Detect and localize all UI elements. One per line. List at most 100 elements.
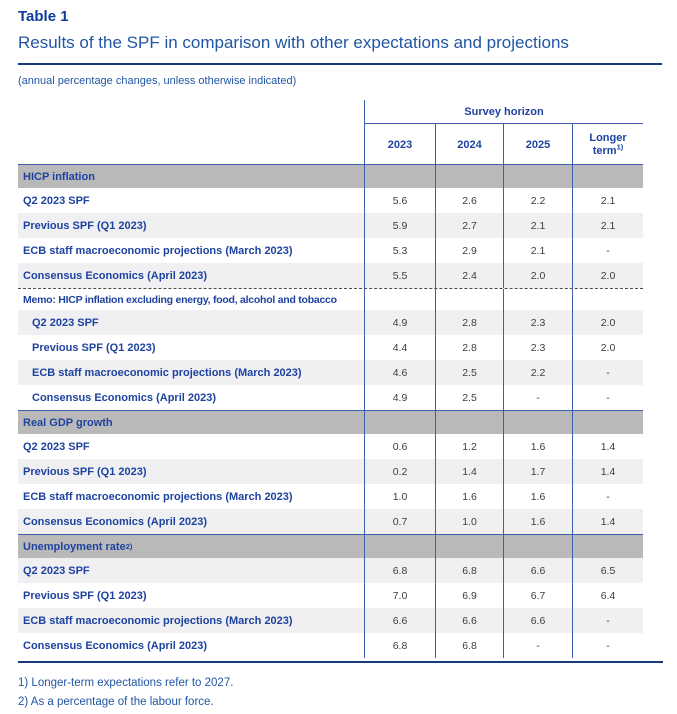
table-body: HICP inflation Q2 2023 SPF 5.6 2.6 2.2 2.1 Pre… xyxy=(18,164,643,658)
empty-cell xyxy=(435,165,503,188)
value-cell: 2.1 xyxy=(503,213,572,238)
row-label: Q2 2023 SPF xyxy=(23,194,90,207)
value-cell: 2.8 xyxy=(435,310,503,335)
value-cell: 2.0 xyxy=(572,263,643,288)
row-label: Previous SPF (Q1 2023) xyxy=(32,341,156,354)
column-header-row: 2023 2024 2025 Longer term1) xyxy=(18,124,643,164)
value-cell: 6.8 xyxy=(435,558,503,583)
value-cell: 6.8 xyxy=(364,633,435,658)
table-row: Previous SPF (Q1 2023) 4.4 2.8 2.3 2.0 xyxy=(18,335,643,360)
footnotes: 1) Longer-term expectations refer to 202… xyxy=(18,674,661,712)
memo-section-header: Memo: HICP inflation excluding energy, f… xyxy=(18,288,643,310)
empty-cell xyxy=(503,411,572,434)
table-row: ECB staff macroeconomic projections (Mar… xyxy=(18,360,643,385)
title-divider xyxy=(18,63,662,65)
value-cell: 6.6 xyxy=(503,558,572,583)
column-header-2024: 2024 xyxy=(435,124,503,164)
empty-cell xyxy=(572,289,643,310)
footnote-1: 1) Longer-term expectations refer to 202… xyxy=(18,677,234,689)
value-cell: 6.8 xyxy=(364,558,435,583)
table-row: ECB staff macroeconomic projections (Mar… xyxy=(18,608,643,633)
section-header: HICP inflation xyxy=(18,164,643,188)
table-row: Previous SPF (Q1 2023) 7.0 6.9 6.7 6.4 xyxy=(18,583,643,608)
value-cell: 1.4 xyxy=(435,459,503,484)
row-label: Q2 2023 SPF xyxy=(23,440,90,453)
value-cell: 6.7 xyxy=(503,583,572,608)
value-cell: 1.4 xyxy=(572,459,643,484)
table-row: Q2 2023 SPF 0.6 1.2 1.6 1.4 xyxy=(18,434,643,459)
row-label: ECB staff macroeconomic projections (Mar… xyxy=(32,366,302,379)
section-header: Unemployment rate 2) xyxy=(18,534,643,558)
value-cell: 2.0 xyxy=(572,335,643,360)
value-cell: 2.9 xyxy=(435,238,503,263)
section-title: Real GDP growth xyxy=(23,416,113,429)
section-title: Memo: HICP inflation excluding energy, f… xyxy=(23,293,337,306)
empty-cell xyxy=(364,165,435,188)
empty-cell xyxy=(572,165,643,188)
row-label: ECB staff macroeconomic projections (Mar… xyxy=(23,614,293,627)
value-cell: 5.9 xyxy=(364,213,435,238)
value-cell: 2.6 xyxy=(435,188,503,213)
table-row: Q2 2023 SPF 4.9 2.8 2.3 2.0 xyxy=(18,310,643,335)
footnote-2: 2) As a percentage of the labour force. xyxy=(18,696,214,708)
section-title: Unemployment rate 2) xyxy=(23,540,133,553)
row-label: Consensus Economics (April 2023) xyxy=(32,391,216,404)
table-row: Previous SPF (Q1 2023) 5.9 2.7 2.1 2.1 xyxy=(18,213,643,238)
table-row: Consensus Economics (April 2023) 6.8 6.8- - xyxy=(18,633,643,658)
value-cell: 1.6 xyxy=(435,484,503,509)
value-cell: 4.9 xyxy=(364,385,435,410)
empty-cell xyxy=(503,165,572,188)
value-cell: 2.5 xyxy=(435,385,503,410)
value-cell: 1.6 xyxy=(503,434,572,459)
empty-corner-cell xyxy=(18,100,364,124)
value-cell: 2.2 xyxy=(503,360,572,385)
value-cell: 2.4 xyxy=(435,263,503,288)
value-cell: 0.2 xyxy=(364,459,435,484)
value-cell: - xyxy=(572,484,643,509)
empty-cell xyxy=(364,535,435,558)
value-cell: - xyxy=(503,385,572,410)
section-header: Real GDP growth xyxy=(18,410,643,434)
value-cell: 2.7 xyxy=(435,213,503,238)
value-cell: 1.7 xyxy=(503,459,572,484)
column-header-2023: 2023 xyxy=(364,124,435,164)
value-cell: 6.8 xyxy=(435,633,503,658)
value-cell: 6.4 xyxy=(572,583,643,608)
table-row: Previous SPF (Q1 2023) 0.2 1.4 1.7 1.4 xyxy=(18,459,643,484)
value-cell: 6.6 xyxy=(364,608,435,633)
section-title: HICP inflation xyxy=(23,170,95,183)
value-cell: 5.3 xyxy=(364,238,435,263)
table-row: Q2 2023 SPF 6.8 6.8 6.6 6.5 xyxy=(18,558,643,583)
table-row: ECB staff macroeconomic projections (Mar… xyxy=(18,238,643,263)
value-cell: 5.6 xyxy=(364,188,435,213)
value-cell: 4.9 xyxy=(364,310,435,335)
row-label: ECB staff macroeconomic projections (Mar… xyxy=(23,490,293,503)
value-cell: 6.9 xyxy=(435,583,503,608)
table-row: Q2 2023 SPF 5.6 2.6 2.2 2.1 xyxy=(18,188,643,213)
value-cell: 7.0 xyxy=(364,583,435,608)
value-cell: 1.0 xyxy=(435,509,503,534)
table-row: Consensus Economics (April 2023) 0.7 1.0 1.… xyxy=(18,509,643,534)
value-cell: 1.4 xyxy=(572,434,643,459)
value-cell: 1.6 xyxy=(503,509,572,534)
table-row: Consensus Economics (April 2023) 4.9 2.5- - xyxy=(18,385,643,410)
row-label: Q2 2023 SPF xyxy=(23,564,90,577)
row-label: Previous SPF (Q1 2023) xyxy=(23,465,147,478)
value-cell: 2.1 xyxy=(572,213,643,238)
value-cell: 4.6 xyxy=(364,360,435,385)
value-cell: 2.0 xyxy=(572,310,643,335)
survey-horizon-row: Survey horizon xyxy=(18,100,643,124)
row-label: Consensus Economics (April 2023) xyxy=(23,269,207,282)
table-row: ECB staff macroeconomic projections (Mar… xyxy=(18,484,643,509)
empty-cell xyxy=(572,411,643,434)
empty-cell xyxy=(435,535,503,558)
survey-horizon-label: Survey horizon xyxy=(464,105,544,118)
table-row: Consensus Economics (April 2023) 5.5 2.4 2.… xyxy=(18,263,643,288)
row-label: Consensus Economics (April 2023) xyxy=(23,639,207,652)
empty-cell xyxy=(503,535,572,558)
row-label: Previous SPF (Q1 2023) xyxy=(23,589,147,602)
value-cell: - xyxy=(572,385,643,410)
footer-divider xyxy=(18,661,663,663)
empty-cell xyxy=(435,411,503,434)
